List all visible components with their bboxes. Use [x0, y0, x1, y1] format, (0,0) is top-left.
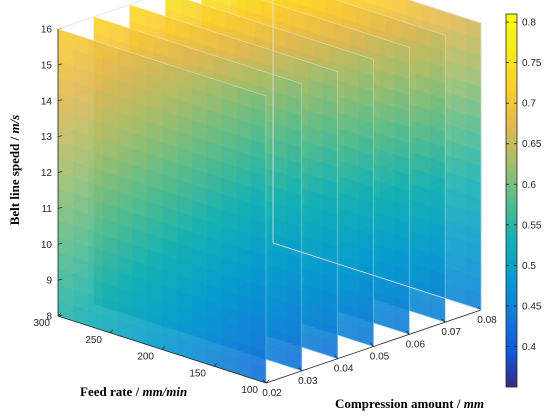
y-tick-mark	[57, 312, 62, 317]
z-tick-mark	[57, 135, 63, 138]
slice-planes	[57, 0, 482, 384]
slice-cell	[285, 0, 297, 4]
y-tick-label: 200	[137, 352, 154, 363]
slice-cell	[391, 0, 408, 16]
colorbar-tick-label: 0.55	[522, 220, 542, 231]
x-tick-mark	[262, 379, 267, 384]
z-tick-label: 14	[41, 96, 53, 107]
slice-cell	[245, 0, 262, 16]
x-tick-label: 0.04	[334, 364, 354, 375]
colorbar: 0.4 0.45 0.5 0.55 0.6 0.65 0.7 0.75 0.8	[505, 13, 542, 388]
z-tick-label: 9	[46, 276, 52, 287]
y-tick-label: 150	[189, 368, 206, 379]
slice-cell	[296, 0, 312, 9]
x-tick-mark	[298, 367, 303, 372]
slice-cell	[311, 0, 327, 14]
z-axis-label: Belt line spedd / m/s	[7, 115, 22, 226]
slice-cell	[376, 0, 393, 11]
axes: 8 9 10 11 12 13 14 15 16 100 150 200 250 300 0.02 0.03 0…	[33, 0, 497, 399]
colorbar-tick-label: 0.75	[522, 58, 542, 69]
z-tick-mark	[57, 206, 63, 209]
box-edge	[272, 242, 482, 311]
slice-cell	[230, 0, 247, 12]
slice-cell	[406, 0, 422, 21]
slice-cell	[361, 0, 378, 6]
box-edge	[57, 0, 145, 30]
x-tick-label: 0.07	[441, 327, 461, 338]
slice-plane	[57, 28, 267, 384]
x-tick-mark	[334, 355, 338, 359]
colorbar-tick-label: 0.8	[522, 18, 536, 29]
slice-cell	[358, 0, 363, 2]
y-axis-label: Feed rate / mm/min	[80, 384, 187, 399]
x-axis-label: Compression amount / mm	[335, 396, 484, 411]
z-tick-label: 10	[41, 240, 53, 251]
y-tick-mark	[109, 329, 114, 334]
slice-cell	[211, 0, 217, 2]
slice-cell	[165, 0, 181, 14]
x-tick-label: 0.02	[262, 388, 282, 399]
slice-cell	[180, 0, 196, 19]
colorbar-scale	[505, 13, 518, 388]
x-tick-label: 0.08	[477, 315, 497, 326]
z-tick-mark	[57, 242, 63, 245]
z-tick-label: 11	[42, 204, 53, 215]
x-tick-mark	[441, 318, 446, 323]
z-tick-label: 13	[41, 132, 53, 143]
colorbar-tick-label: 0.7	[522, 99, 536, 110]
slice-cell	[260, 0, 276, 21]
z-tick-label: 8	[46, 312, 52, 323]
x-tick-label: 0.05	[370, 352, 390, 363]
z-tick-label: 12	[41, 168, 53, 179]
z-tick-mark	[57, 171, 63, 173]
y-tick-label: 300	[33, 318, 50, 329]
x-tick-label: 0.03	[298, 376, 318, 387]
z-tick-mark	[57, 99, 63, 102]
z-tick-label: 16	[41, 25, 53, 36]
colorbar-tick-label: 0.65	[522, 139, 542, 150]
x-tick-mark	[370, 343, 374, 347]
box-edge	[408, 0, 482, 24]
z-tick-mark	[57, 278, 63, 281]
colorbar-tick-label: 0.45	[522, 301, 542, 312]
y-tick-label: 100	[241, 385, 258, 396]
x-tick-mark	[406, 331, 410, 335]
slice-cell	[325, 0, 342, 19]
z-tick-label: 15	[41, 60, 53, 71]
slice-cell	[215, 0, 232, 7]
colorbar-tick-label: 0.6	[522, 180, 536, 191]
colorbar-tick-label: 0.5	[522, 261, 536, 272]
y-tick-mark	[161, 346, 166, 350]
y-tick-mark	[213, 362, 218, 367]
x-tick-label: 0.06	[406, 339, 426, 350]
z-tick-mark	[57, 63, 63, 66]
y-tick-label: 250	[85, 335, 102, 346]
colorbar-tick-label: 0.4	[522, 342, 536, 353]
